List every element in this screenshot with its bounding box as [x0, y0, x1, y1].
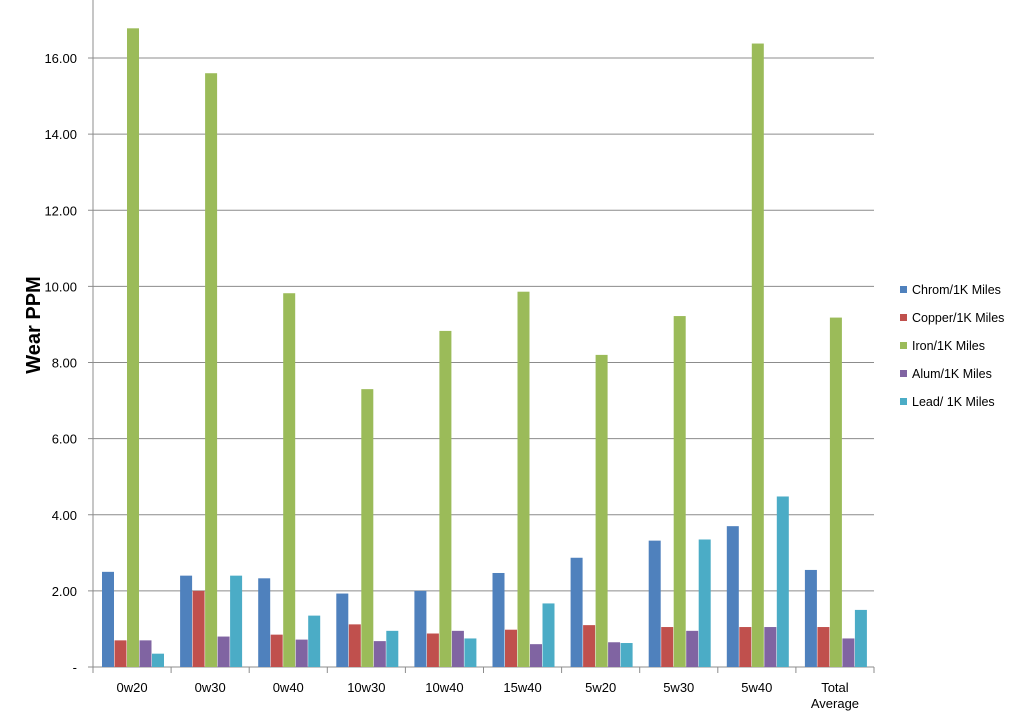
bar-15w40-lead-1k-miles	[542, 603, 555, 667]
y-tick-label: -	[73, 660, 77, 675]
x-tick-label: Total Average	[811, 680, 859, 711]
x-tick-label: 0w20	[117, 680, 148, 695]
legend-label: Iron/1K Miles	[912, 339, 985, 353]
bar-total-average-alum-1k-miles	[842, 638, 855, 667]
bar-5w20-copper-1k-miles	[583, 625, 596, 667]
y-tick-label: 14.00	[44, 127, 77, 142]
bar-15w40-chrom-1k-miles	[492, 572, 505, 667]
bar-0w20-iron-1k-miles	[127, 28, 139, 667]
x-tick-label: 5w40	[741, 680, 772, 695]
x-tick-labels: 0w20 0w30 0w40 10w30 10w40 15w40 5w20 5w30 5w40 T…	[117, 680, 860, 711]
bar-0w30-copper-1k-miles	[192, 590, 205, 667]
bar-0w20-lead-1k-miles	[152, 653, 164, 667]
x-tick-label: 0w40	[273, 680, 304, 695]
legend: Chrom/1K Miles Copper/1K Miles Iron/1K Mil…	[900, 283, 1004, 409]
bar-5w40-copper-1k-miles	[739, 627, 752, 667]
bar-15w40-alum-1k-miles	[530, 644, 542, 667]
bar-0w40-copper-1k-miles	[270, 634, 283, 667]
x-tick-label: 15w40	[503, 680, 541, 695]
bar-5w20-iron-1k-miles	[595, 354, 608, 667]
bar-15w40-copper-1k-miles	[505, 629, 517, 667]
bar-0w40-chrom-1k-miles	[258, 578, 271, 667]
bar-0w40-lead-1k-miles	[308, 615, 321, 667]
bar-10w30-copper-1k-miles	[348, 624, 361, 667]
bar-15w40-iron-1k-miles	[517, 291, 530, 667]
bar-0w30-lead-1k-miles	[230, 575, 243, 667]
x-tick-label: 10w30	[347, 680, 385, 695]
bar-total-average-iron-1k-miles	[829, 317, 842, 667]
legend-label: Chrom/1K Miles	[912, 283, 1001, 297]
bar-5w20-chrom-1k-miles	[570, 557, 583, 667]
bar-0w20-chrom-1k-miles	[102, 571, 114, 667]
bar-0w30-chrom-1k-miles	[180, 575, 193, 667]
bar-5w30-copper-1k-miles	[661, 627, 674, 667]
gridlines	[93, 57, 874, 592]
legend-swatch	[900, 286, 907, 293]
bar-0w40-alum-1k-miles	[295, 639, 308, 667]
bar-5w40-iron-1k-miles	[751, 43, 764, 667]
bar-0w30-iron-1k-miles	[205, 73, 218, 668]
bar-total-average-copper-1k-miles	[817, 627, 830, 667]
y-tick-label: 4.00	[52, 508, 77, 523]
bar-0w40-iron-1k-miles	[283, 293, 296, 667]
bar-10w40-lead-1k-miles	[464, 638, 477, 667]
x-tick-label: 5w20	[585, 680, 616, 695]
legend-swatch	[900, 342, 907, 349]
bar-10w40-iron-1k-miles	[439, 330, 452, 667]
bar-10w30-iron-1k-miles	[361, 389, 374, 667]
bar-10w30-alum-1k-miles	[373, 641, 386, 667]
bar-total-average-chrom-1k-miles	[804, 569, 817, 667]
y-axis-label: Wear PPM	[23, 276, 45, 373]
bar-0w30-alum-1k-miles	[217, 636, 230, 667]
bar-10w40-alum-1k-miles	[451, 630, 464, 667]
bar-10w30-lead-1k-miles	[386, 630, 399, 667]
bar-total-average-lead-1k-miles	[854, 609, 867, 667]
bar-10w30-chrom-1k-miles	[336, 593, 349, 667]
y-tick-label: 8.00	[52, 356, 77, 371]
bar-5w30-chrom-1k-miles	[648, 540, 661, 667]
bar-5w40-chrom-1k-miles	[726, 526, 739, 667]
bar-0w20-alum-1k-miles	[139, 640, 152, 667]
legend-label: Copper/1K Miles	[912, 311, 1004, 325]
y-tick-label: 6.00	[52, 432, 77, 447]
legend-label: Alum/1K Miles	[912, 367, 992, 381]
legend-swatch	[900, 314, 907, 321]
bar-5w30-lead-1k-miles	[698, 539, 711, 667]
y-tick-label: 16.00	[44, 51, 77, 66]
bar-10w40-chrom-1k-miles	[414, 590, 427, 667]
legend-label: Lead/ 1K Miles	[912, 395, 995, 409]
y-tick-labels: - 2.00 4.00 6.00 8.00 10.00 12.00 14.00 16.00	[44, 51, 77, 675]
bar-0w20-copper-1k-miles	[114, 640, 127, 667]
bar-5w30-alum-1k-miles	[686, 630, 699, 667]
bar-10w40-copper-1k-miles	[426, 633, 439, 667]
y-tick-label: 10.00	[44, 279, 77, 294]
bar-5w40-lead-1k-miles	[776, 496, 789, 667]
bar-5w40-alum-1k-miles	[764, 627, 777, 667]
x-tick-label: 5w30	[663, 680, 694, 695]
bars	[102, 28, 867, 668]
legend-swatch	[900, 398, 907, 405]
x-tick-label: 10w40	[425, 680, 463, 695]
bar-5w20-alum-1k-miles	[608, 642, 621, 667]
x-tick-label: 0w30	[195, 680, 226, 695]
bar-5w30-iron-1k-miles	[673, 316, 686, 667]
y-tick-label: 2.00	[52, 584, 77, 599]
legend-swatch	[900, 370, 907, 377]
bar-5w20-lead-1k-miles	[620, 643, 633, 667]
y-tick-label: 12.00	[44, 203, 77, 218]
